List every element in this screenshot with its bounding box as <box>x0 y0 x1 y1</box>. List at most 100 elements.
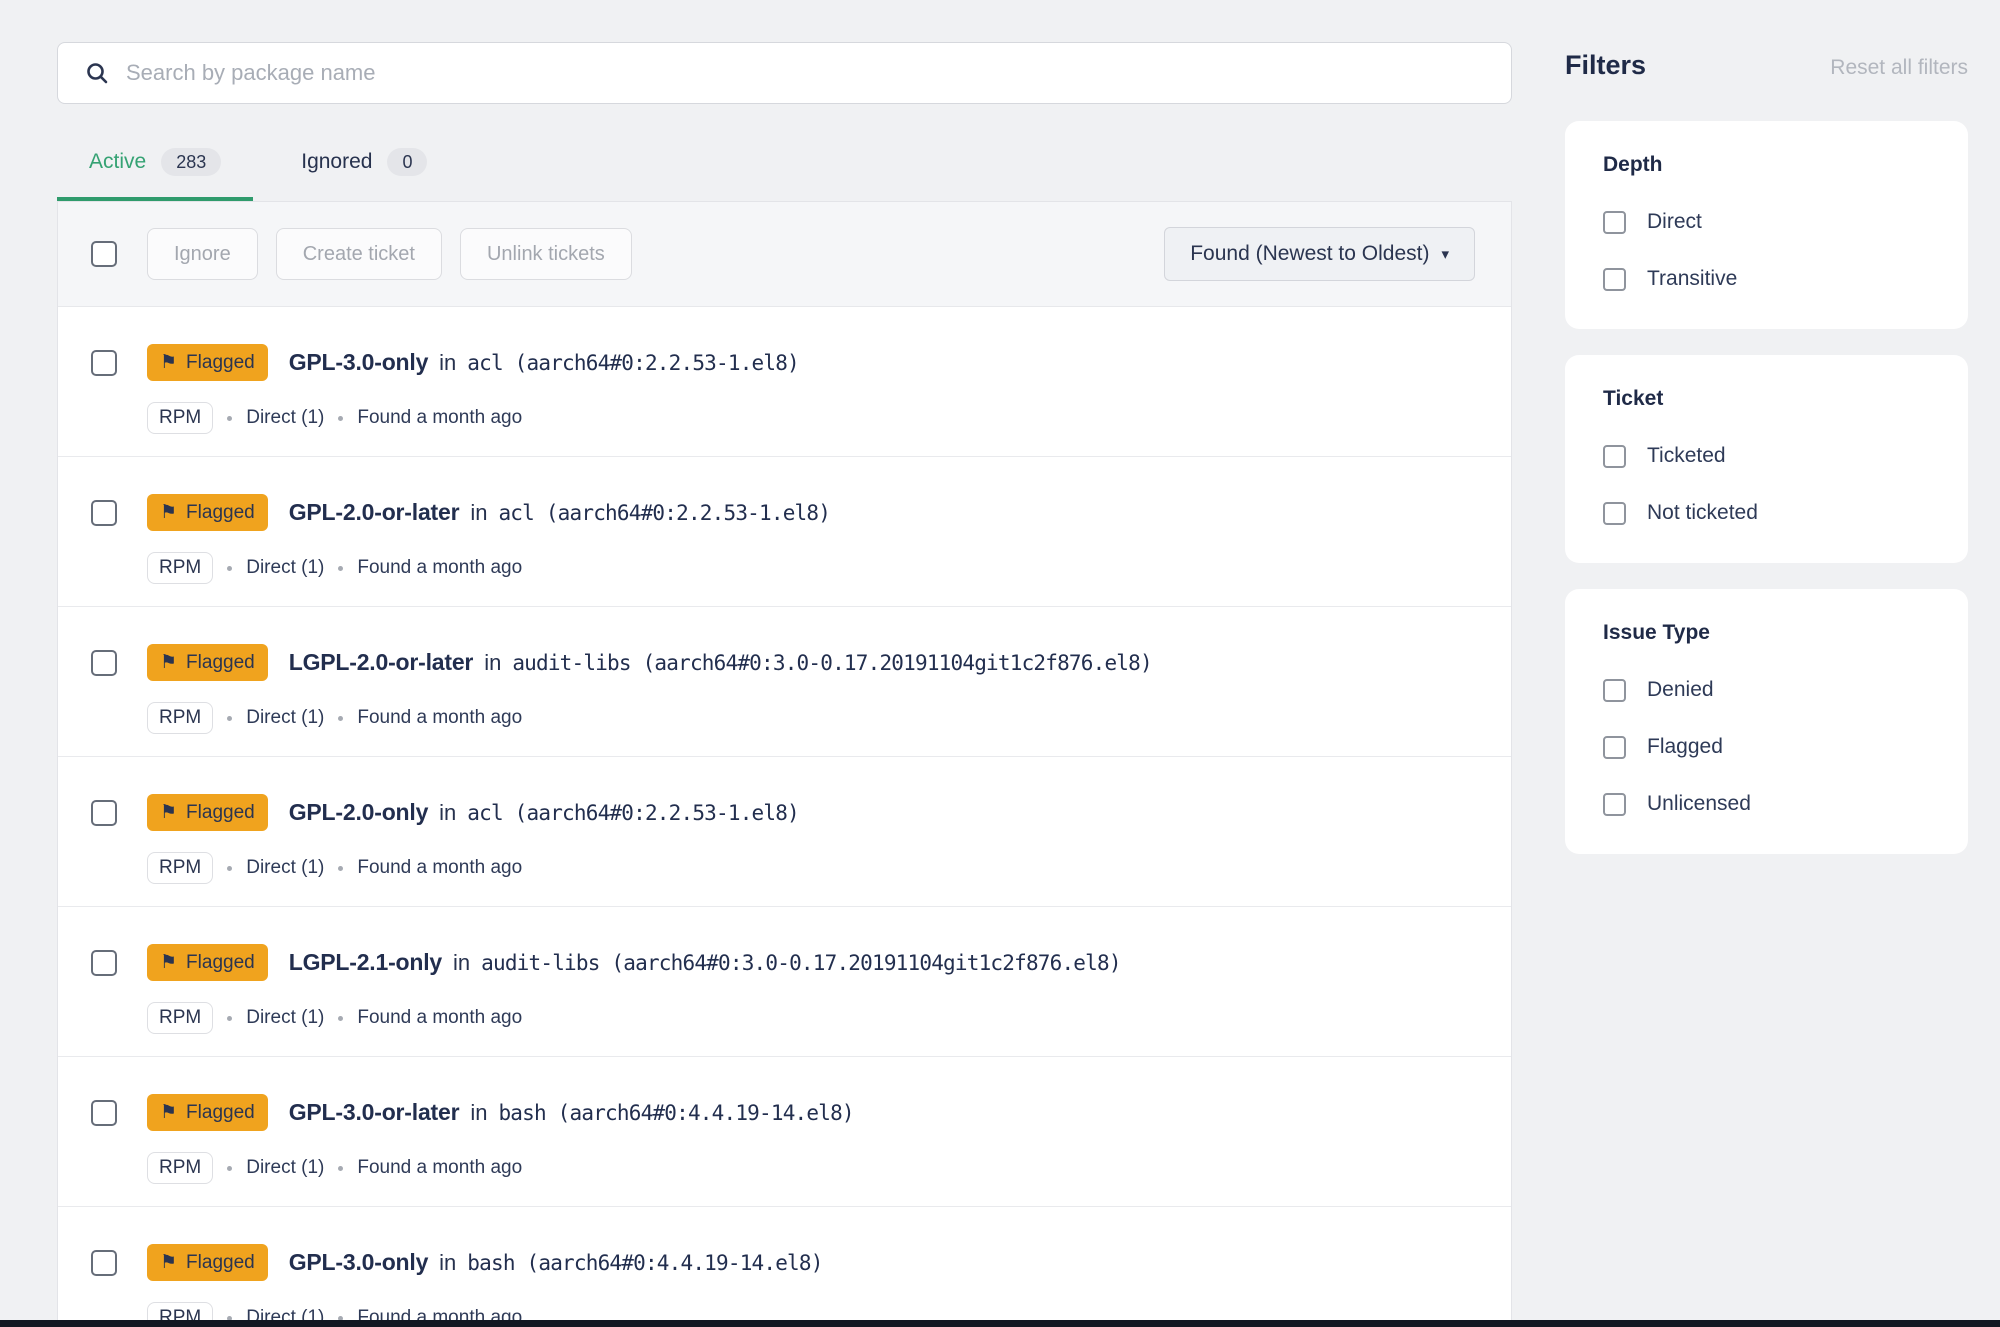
create-ticket-button[interactable]: Create ticket <box>275 228 442 280</box>
search-input[interactable] <box>126 60 1484 86</box>
filter-checkbox[interactable] <box>1603 735 1626 759</box>
issue-meta: RPM Direct (1) Found a month ago <box>147 1002 1478 1034</box>
flagged-badge: ⚑ Flagged <box>147 344 268 381</box>
flagged-badge-label: Flagged <box>186 1101 255 1123</box>
filters-header: Filters Reset all filters <box>1565 50 1968 81</box>
issue-meta: RPM Direct (1) Found a month ago <box>147 552 1478 584</box>
search-box[interactable] <box>57 42 1512 104</box>
separator-dot <box>338 715 344 721</box>
issue-row: ⚑ Flagged GPL-3.0-only in bash (aarch64#… <box>58 1207 1511 1327</box>
window-bottom-edge <box>0 1320 2000 1327</box>
filter-options: Ticketed Not ticketed <box>1603 444 1930 525</box>
select-all-checkbox[interactable] <box>91 241 117 267</box>
search-icon <box>87 63 108 84</box>
separator-dot <box>227 565 233 571</box>
issue-row: ⚑ Flagged GPL-2.0-or-later in acl (aarch… <box>58 457 1511 607</box>
row-checkbox[interactable] <box>91 1099 117 1126</box>
found-date-text: Found a month ago <box>357 407 523 428</box>
row-checkbox[interactable] <box>91 949 117 976</box>
filter-checkbox[interactable] <box>1603 444 1626 468</box>
package-type-badge: RPM <box>147 1152 214 1184</box>
license-name: LGPL-2.0-or-later <box>288 649 474 675</box>
filter-checkbox[interactable] <box>1603 501 1626 525</box>
connector-text: in <box>453 950 471 975</box>
flagged-badge: ⚑ Flagged <box>147 944 268 981</box>
separator-dot <box>338 1015 344 1021</box>
ignore-button[interactable]: Ignore <box>147 228 258 280</box>
separator-dot <box>338 565 344 571</box>
depth-text: Direct (1) <box>246 407 325 428</box>
flag-icon: ⚑ <box>160 1102 178 1123</box>
filter-option-label: Unlicensed <box>1647 792 1751 815</box>
issue-title[interactable]: GPL-3.0-or-later in bash (aarch64#0:4.4.… <box>289 1099 855 1126</box>
issue-title[interactable]: LGPL-2.1-only in audit-libs (aarch64#0:3… <box>289 949 1122 976</box>
filter-option[interactable]: Direct <box>1603 210 1930 234</box>
package-type-badge: RPM <box>147 1002 214 1034</box>
depth-text: Direct (1) <box>246 557 325 578</box>
unlink-tickets-button[interactable]: Unlink tickets <box>459 228 632 280</box>
package-version: audit-libs (aarch64#0:3.0-0.17.20191104g… <box>481 951 1121 975</box>
main-content: Active 283 Ignored 0 Ignore Create ticke… <box>57 42 1512 1327</box>
issue-row: ⚑ Flagged GPL-2.0-only in acl (aarch64#0… <box>58 757 1511 907</box>
flag-icon: ⚑ <box>160 652 178 673</box>
filter-option[interactable]: Denied <box>1603 678 1930 702</box>
tab-ignored-label: Ignored <box>301 150 373 173</box>
issue-meta: RPM Direct (1) Found a month ago <box>147 702 1478 734</box>
filter-option[interactable]: Ticketed <box>1603 444 1930 468</box>
separator-dot <box>227 715 233 721</box>
issue-list: ⚑ Flagged GPL-3.0-only in acl (aarch64#0… <box>58 307 1511 1327</box>
filter-option[interactable]: Unlicensed <box>1603 792 1930 816</box>
package-type-badge: RPM <box>147 852 214 884</box>
package-version: acl (aarch64#0:2.2.53-1.el8) <box>467 351 799 375</box>
license-name: GPL-2.0-only <box>288 799 429 825</box>
filter-option[interactable]: Transitive <box>1603 267 1930 291</box>
found-date-text: Found a month ago <box>357 557 523 578</box>
filter-group-card: Depth Direct Transitive <box>1565 121 1968 329</box>
issue-title[interactable]: GPL-3.0-only in bash (aarch64#0:4.4.19-1… <box>288 1249 824 1276</box>
separator-dot <box>338 865 344 871</box>
issue-title[interactable]: GPL-2.0-or-later in acl (aarch64#0:2.2.5… <box>289 499 831 526</box>
issue-title[interactable]: GPL-3.0-only in acl (aarch64#0:2.2.53-1.… <box>289 349 800 376</box>
filter-option[interactable]: Flagged <box>1603 735 1930 759</box>
separator-dot <box>227 865 233 871</box>
issue-meta: RPM Direct (1) Found a month ago <box>147 1152 1478 1184</box>
tab-bar: Active 283 Ignored 0 <box>57 148 1512 201</box>
filter-option-label: Not ticketed <box>1647 501 1758 524</box>
flagged-badge: ⚑ Flagged <box>147 1244 268 1281</box>
connector-text: in <box>470 500 488 525</box>
filter-option-label: Denied <box>1647 678 1714 701</box>
filter-checkbox[interactable] <box>1603 678 1626 702</box>
package-type-badge: RPM <box>147 552 214 584</box>
row-checkbox[interactable] <box>91 499 117 526</box>
flagged-badge: ⚑ Flagged <box>147 644 268 681</box>
filter-checkbox[interactable] <box>1603 210 1626 234</box>
filter-option-label: Flagged <box>1647 735 1723 758</box>
tab-ignored[interactable]: Ignored 0 <box>261 148 459 201</box>
separator-dot <box>338 415 344 421</box>
issue-row: ⚑ Flagged GPL-3.0-only in acl (aarch64#0… <box>58 307 1511 457</box>
tab-active[interactable]: Active 283 <box>57 148 254 201</box>
row-checkbox[interactable] <box>91 349 117 376</box>
filter-checkbox[interactable] <box>1603 267 1626 291</box>
issue-row: ⚑ Flagged LGPL-2.0-or-later in audit-lib… <box>58 607 1511 757</box>
flagged-badge-label: Flagged <box>186 351 255 373</box>
filter-checkbox[interactable] <box>1603 792 1626 816</box>
filter-option-label: Ticketed <box>1647 444 1726 467</box>
issue-title[interactable]: GPL-2.0-only in acl (aarch64#0:2.2.53-1.… <box>288 799 800 826</box>
row-checkbox[interactable] <box>91 1249 117 1276</box>
package-version: bash (aarch64#0:4.4.19-14.el8) <box>467 1251 823 1275</box>
filter-option[interactable]: Not ticketed <box>1603 501 1930 525</box>
separator-dot <box>338 1165 344 1171</box>
license-name: GPL-3.0-only <box>288 1249 429 1275</box>
reset-all-filters-link[interactable]: Reset all filters <box>1830 56 1968 79</box>
filter-group-title: Issue Type <box>1603 621 1710 644</box>
flag-icon: ⚑ <box>160 802 178 823</box>
row-checkbox[interactable] <box>91 799 117 826</box>
connector-text: in <box>439 350 457 375</box>
sort-dropdown-label: Found (Newest to Oldest) <box>1190 242 1430 265</box>
row-checkbox[interactable] <box>91 649 117 676</box>
sort-dropdown[interactable]: Found (Newest to Oldest) ▾ <box>1164 227 1475 281</box>
issue-title[interactable]: LGPL-2.0-or-later in audit-libs (aarch64… <box>288 649 1153 676</box>
flag-icon: ⚑ <box>160 502 178 523</box>
depth-text: Direct (1) <box>246 1157 325 1178</box>
